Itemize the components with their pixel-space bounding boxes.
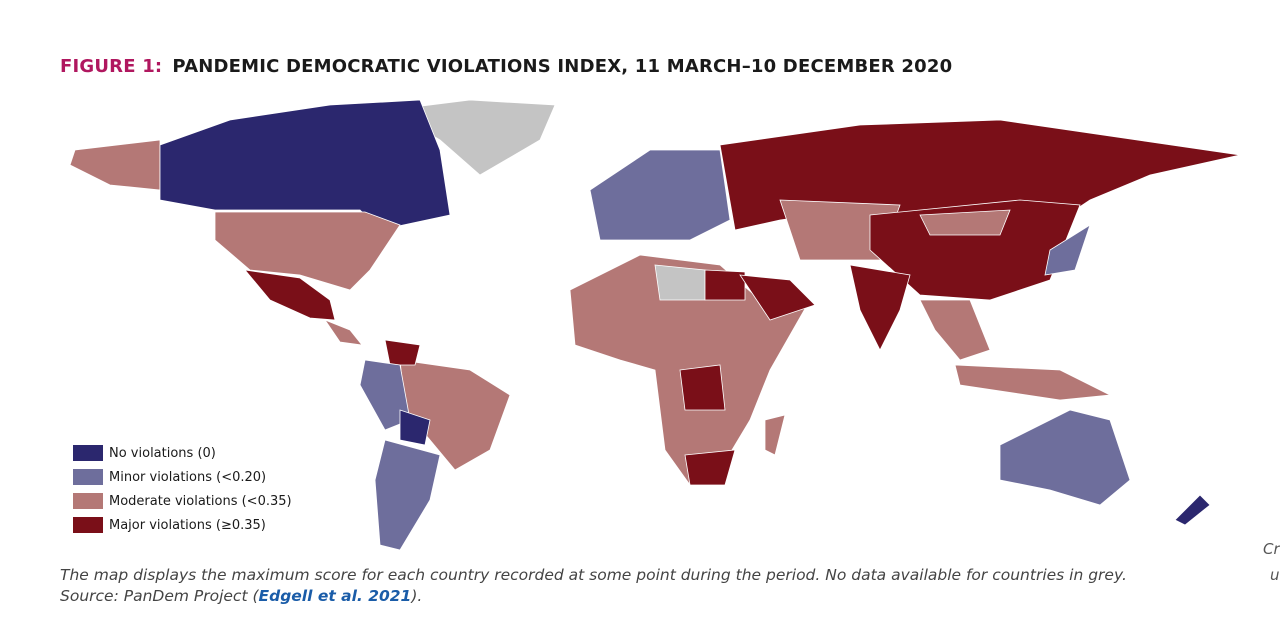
china [869,199,1081,301]
argentina [374,439,441,551]
southeast-asia [919,299,991,361]
source-suffix: ). [411,587,423,605]
legend-item: No violations (0) [73,441,292,465]
cut-off-text: Cr [1263,540,1280,558]
egypt [704,269,746,301]
legend-item: Moderate violations (<0.35) [73,489,292,513]
venezuela [384,339,421,366]
japan [1044,224,1091,276]
caption-note: The map displays the maximum score for e… [60,566,1127,584]
legend-swatch [73,517,103,533]
mongolia [919,209,1011,236]
figure-number: FIGURE 1: [60,56,163,77]
title-text: PANDEMIC DEMOCRATIC VIOLATIONS INDEX, 11… [172,56,953,77]
central-america [323,319,363,346]
bolivia [399,409,431,446]
legend-swatch [73,469,103,485]
congo [679,364,726,411]
caption-source: Source: PanDem Project (Edgell et al. 20… [60,586,1127,607]
alaska [69,139,161,191]
south-africa [684,449,736,486]
legend-label: No violations (0) [109,445,216,461]
legend-item: Minor violations (<0.20) [73,465,292,489]
peru [359,359,411,431]
canada [159,99,451,231]
india [849,264,911,351]
australia [999,409,1131,506]
legend-label: Major violations (≥0.35) [109,517,266,533]
legend-label: Moderate violations (<0.35) [109,493,292,509]
legend: No violations (0) Minor violations (<0.20… [73,441,292,537]
legend-swatch [73,493,103,509]
legend-item: Major violations (≥0.35) [73,513,292,537]
cut-off-text: u [1270,566,1280,584]
libya [654,264,706,301]
legend-swatch [73,445,103,461]
figure-title: FIGURE 1: PANDEMIC DEMOCRATIC VIOLATIONS … [60,56,952,77]
usa [214,211,401,291]
new-zealand [1174,494,1211,526]
middle-east [739,274,816,321]
europe [589,149,731,241]
legend-label: Minor violations (<0.20) [109,469,267,485]
source-link[interactable]: Edgell et al. 2021 [258,587,412,605]
greenland [388,99,556,176]
source-prefix: Source: PanDem Project ( [60,587,259,605]
madagascar [764,414,786,456]
indonesia [954,364,1112,401]
mexico [244,269,336,321]
caption: The map displays the maximum score for e… [60,565,1127,607]
